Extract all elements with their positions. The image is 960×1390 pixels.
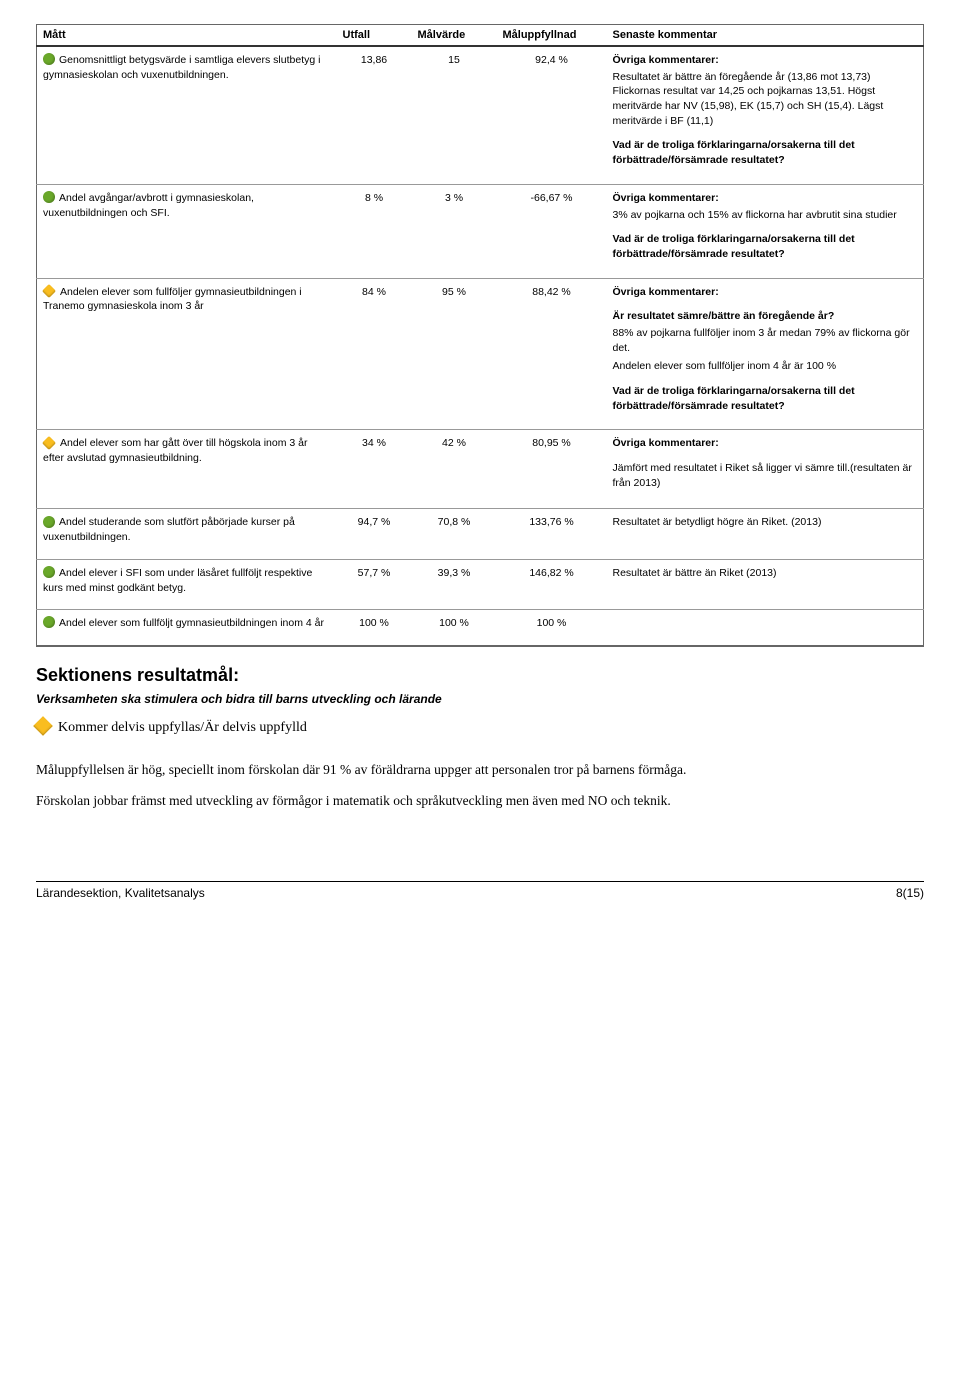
diamond-icon xyxy=(42,284,56,298)
comment-body-line: Resultatet är betydligt högre än Riket. … xyxy=(613,515,918,530)
cell-maluppfyllnad: -66,67 % xyxy=(497,184,607,278)
matt-text: Andel elever i SFI som under läsåret ful… xyxy=(43,567,312,594)
cell-matt: Andel elever som har gått över till högs… xyxy=(37,430,337,509)
comment-block: Övriga kommentarer: Resultatet är bättre … xyxy=(613,53,918,128)
table-row: Andel elever i SFI som under läsåret ful… xyxy=(37,559,924,609)
cell-utfall: 8 % xyxy=(337,184,412,278)
col-header-matt: Mått xyxy=(37,25,337,47)
diamond-icon xyxy=(42,436,56,450)
footer-left: Lärandesektion, Kvalitetsanalys xyxy=(36,886,205,900)
col-header-malvarde: Målvärde xyxy=(412,25,497,47)
cell-malvarde: 42 % xyxy=(412,430,497,509)
cell-maluppfyllnad: 100 % xyxy=(497,610,607,646)
cell-matt: Andel studerande som slutfört påbörjade … xyxy=(37,509,337,559)
comment-block: Vad är de troliga förklaringarna/orsaker… xyxy=(613,138,918,167)
circle-icon xyxy=(43,566,55,578)
comment-heading: Övriga kommentarer: xyxy=(613,53,918,68)
cell-maluppfyllnad: 133,76 % xyxy=(497,509,607,559)
comment-block: Övriga kommentarer: xyxy=(613,436,918,451)
col-header-maluppfyllnad: Måluppfyllnad xyxy=(497,25,607,47)
circle-icon xyxy=(43,191,55,203)
footer-right: 8(15) xyxy=(896,886,924,900)
comment-body-line: Jämfört med resultatet i Riket så ligger… xyxy=(613,461,918,490)
matt-text: Andel elever som har gått över till högs… xyxy=(43,437,307,464)
comment-heading: Övriga kommentarer: xyxy=(613,436,918,451)
comment-block: Jämfört med resultatet i Riket så ligger… xyxy=(613,461,918,490)
cell-utfall: 94,7 % xyxy=(337,509,412,559)
cell-maluppfyllnad: 80,95 % xyxy=(497,430,607,509)
comment-body-line: Resultatet är bättre än föregående år (1… xyxy=(613,70,918,129)
comment-block: Resultatet är bättre än Riket (2013) xyxy=(613,566,918,581)
cell-malvarde: 100 % xyxy=(412,610,497,646)
body-paragraph-2: Förskolan jobbar främst med utveckling a… xyxy=(36,791,924,811)
cell-matt: Andelen elever som fullföljer gymnasieut… xyxy=(37,278,337,430)
cell-malvarde: 95 % xyxy=(412,278,497,430)
cell-comment: Resultatet är betydligt högre än Riket. … xyxy=(607,509,924,559)
cell-malvarde: 70,8 % xyxy=(412,509,497,559)
comment-heading: Vad är de troliga förklaringarna/orsaker… xyxy=(613,384,918,413)
status-line: Kommer delvis uppfyllas/Är delvis uppfyl… xyxy=(36,720,924,736)
comment-block: Vad är de troliga förklaringarna/orsaker… xyxy=(613,384,918,413)
comment-heading: Vad är de troliga förklaringarna/orsaker… xyxy=(613,232,918,261)
status-text: Kommer delvis uppfyllas/Är delvis uppfyl… xyxy=(58,720,307,735)
cell-comment: Övriga kommentarer: Är resultatet sämre/b… xyxy=(607,278,924,430)
circle-icon xyxy=(43,53,55,65)
col-header-kommentar: Senaste kommentar xyxy=(607,25,924,47)
comment-block: Är resultatet sämre/bättre än föregående… xyxy=(613,309,918,374)
cell-malvarde: 3 % xyxy=(412,184,497,278)
circle-icon xyxy=(43,616,55,628)
comment-body-line: 88% av pojkarna fullföljer inom 3 år med… xyxy=(613,326,918,355)
table-header-row: Mått Utfall Målvärde Måluppfyllnad Senas… xyxy=(37,25,924,47)
matt-text: Andel elever som fullföljt gymnasieutbil… xyxy=(59,617,324,629)
comment-body-line: 3% av pojkarna och 15% av flickorna har … xyxy=(613,208,918,223)
section-title: Sektionens resultatmål: xyxy=(36,665,924,686)
cell-maluppfyllnad: 146,82 % xyxy=(497,559,607,609)
comment-heading: Vad är de troliga förklaringarna/orsaker… xyxy=(613,138,918,167)
matt-text: Andel avgångar/avbrott i gymnasieskolan,… xyxy=(43,192,254,219)
table-row: Andel elever som fullföljt gymnasieutbil… xyxy=(37,610,924,646)
comment-block: Övriga kommentarer: 3% av pojkarna och 15… xyxy=(613,191,918,222)
comment-body-line: Resultatet är bättre än Riket (2013) xyxy=(613,566,918,581)
comment-block: Resultatet är betydligt högre än Riket. … xyxy=(613,515,918,530)
cell-utfall: 100 % xyxy=(337,610,412,646)
table-row: Andel studerande som slutfört påbörjade … xyxy=(37,509,924,559)
cell-maluppfyllnad: 92,4 % xyxy=(497,46,607,184)
comment-heading: Är resultatet sämre/bättre än föregående… xyxy=(613,309,918,324)
table-row: Genomsnittligt betygsvärde i samtliga el… xyxy=(37,46,924,184)
table-row: Andel elever som har gått över till högs… xyxy=(37,430,924,509)
comment-body-line: Andelen elever som fullföljer inom 4 år … xyxy=(613,359,918,374)
cell-comment: Övriga kommentarer: Resultatet är bättre … xyxy=(607,46,924,184)
table-row: Andelen elever som fullföljer gymnasieut… xyxy=(37,278,924,430)
cell-utfall: 13,86 xyxy=(337,46,412,184)
measures-table: Mått Utfall Målvärde Måluppfyllnad Senas… xyxy=(36,24,924,647)
body-paragraph-1: Måluppfyllelsen är hög, speciellt inom f… xyxy=(36,760,924,780)
matt-text: Andelen elever som fullföljer gymnasieut… xyxy=(43,286,302,313)
cell-comment xyxy=(607,610,924,646)
comment-heading: Övriga kommentarer: xyxy=(613,191,918,206)
comment-block: Vad är de troliga förklaringarna/orsaker… xyxy=(613,232,918,261)
cell-utfall: 34 % xyxy=(337,430,412,509)
cell-malvarde: 15 xyxy=(412,46,497,184)
matt-text: Genomsnittligt betygsvärde i samtliga el… xyxy=(43,54,320,81)
cell-malvarde: 39,3 % xyxy=(412,559,497,609)
matt-text: Andel studerande som slutfört påbörjade … xyxy=(43,516,295,543)
cell-matt: Genomsnittligt betygsvärde i samtliga el… xyxy=(37,46,337,184)
cell-utfall: 57,7 % xyxy=(337,559,412,609)
col-header-utfall: Utfall xyxy=(337,25,412,47)
cell-matt: Andel elever som fullföljt gymnasieutbil… xyxy=(37,610,337,646)
comment-block: Övriga kommentarer: xyxy=(613,285,918,300)
comment-heading: Övriga kommentarer: xyxy=(613,285,918,300)
cell-comment: Övriga kommentarer: Jämfört med resultate… xyxy=(607,430,924,509)
cell-utfall: 84 % xyxy=(337,278,412,430)
cell-comment: Övriga kommentarer: 3% av pojkarna och 15… xyxy=(607,184,924,278)
cell-matt: Andel avgångar/avbrott i gymnasieskolan,… xyxy=(37,184,337,278)
page-footer: Lärandesektion, Kvalitetsanalys 8(15) xyxy=(36,881,924,900)
section-subtitle: Verksamheten ska stimulera och bidra til… xyxy=(36,692,924,706)
table-row: Andel avgångar/avbrott i gymnasieskolan,… xyxy=(37,184,924,278)
diamond-icon xyxy=(33,716,53,736)
cell-matt: Andel elever i SFI som under läsåret ful… xyxy=(37,559,337,609)
cell-maluppfyllnad: 88,42 % xyxy=(497,278,607,430)
cell-comment: Resultatet är bättre än Riket (2013) xyxy=(607,559,924,609)
circle-icon xyxy=(43,516,55,528)
